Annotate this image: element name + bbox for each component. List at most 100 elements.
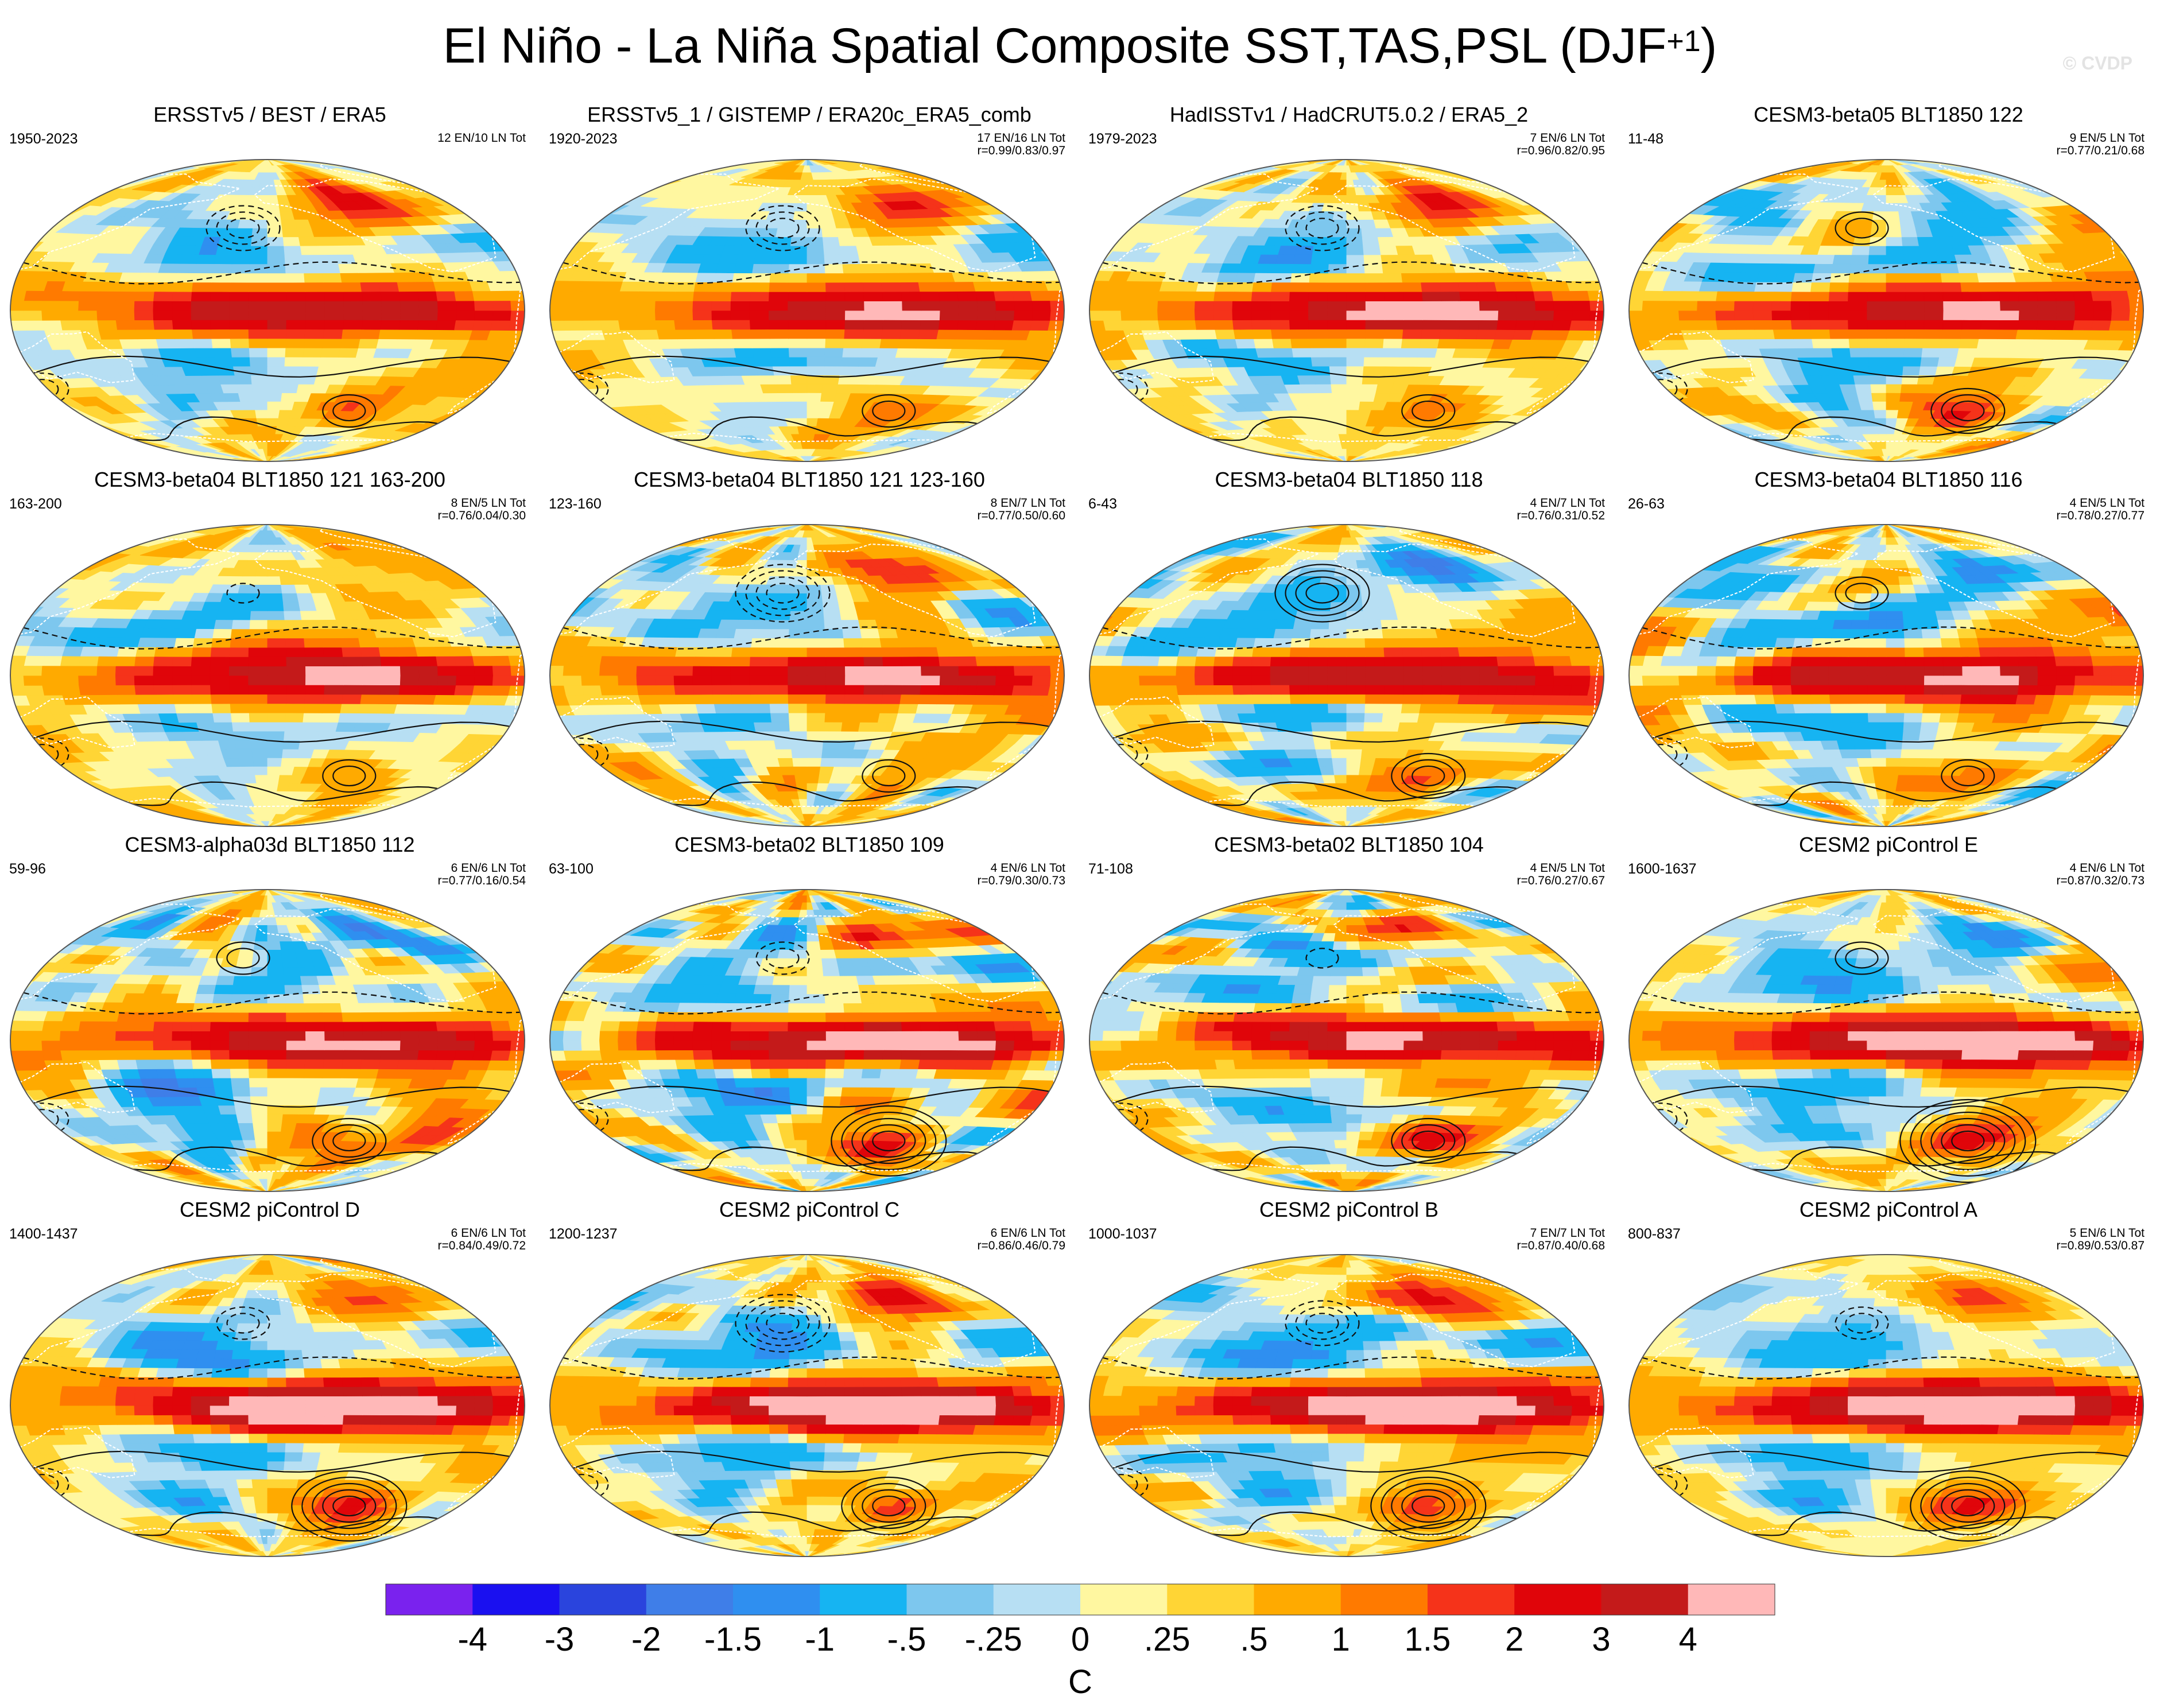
colorbar-swatch [1514,1584,1601,1615]
panel-stats: 9 EN/5 LN Tot r=0.77/0.21/0.68 [2056,132,2145,157]
map-border [1089,889,1604,1192]
composite-map [1628,159,2144,462]
colorbar-swatch [386,1584,473,1615]
panel-stats: 7 EN/7 LN Tot r=0.87/0.40/0.68 [1517,1227,1605,1252]
event-count: 4 EN/5 LN Tot [1517,862,1605,875]
map-border [1089,1254,1604,1557]
event-count: 8 EN/7 LN Tot [977,497,1065,510]
colorbar-swatch [1254,1584,1341,1615]
panel-stats: 6 EN/6 LN Tot r=0.86/0.46/0.79 [977,1227,1065,1252]
colorbar-swatch [1340,1584,1428,1615]
pattern-correlation: r=0.99/0.83/0.97 [977,145,1065,157]
pattern-correlation: r=0.78/0.27/0.77 [2056,510,2145,522]
event-count: 4 EN/5 LN Tot [2056,497,2145,510]
colorbar: -4 -3 -2 -1.5 -1 -.5 -.25 0 .25 .5 1 1.5 2 3 4 C [385,1583,1775,1701]
colorbar-swatch [646,1584,734,1615]
map-panel-pic-d: CESM2 piControl D 1400-1437 6 EN/6 LN Tot r… [0,1198,540,1566]
panel-years: 1000-1037 [1088,1226,1157,1243]
map-panel-b02-104: CESM3-beta02 BLT1850 104 71-108 4 EN/5 LN … [1079,833,1619,1201]
map-panel-hadisst: HadISSTv1 / HadCRUT5.0.2 / ERA5_2 1979-20… [1079,103,1619,471]
panel-years: 26-63 [1628,496,1665,513]
composite-map [549,1254,1065,1557]
colorbar-swatch [1167,1584,1254,1615]
colorbar-tick-label: -.5 [887,1621,926,1658]
event-count: 7 EN/6 LN Tot [1517,132,1605,145]
composite-map [549,159,1065,462]
composite-map [1089,889,1604,1192]
sst-field [1629,160,2143,461]
composite-map [10,159,525,462]
composite-map [1628,1254,2144,1557]
panel-years: 6-43 [1088,496,1117,513]
pattern-correlation: r=0.87/0.40/0.68 [1517,1240,1605,1252]
panel-stats: 17 EN/16 LN Tot r=0.99/0.83/0.97 [977,132,1065,157]
map-panel-b02-109: CESM3-beta02 BLT1850 109 63-100 4 EN/6 LN … [540,833,1079,1201]
panel-title: CESM3-beta04 BLT1850 116 [1619,468,2158,491]
colorbar-frame [385,1583,1775,1616]
map-border [549,159,1065,462]
panel-title: CESM3-beta04 BLT1850 121 123-160 [540,468,1079,491]
map-panel-pic-b: CESM2 piControl B 1000-1037 7 EN/7 LN Tot r… [1079,1198,1619,1566]
panel-title: CESM3-beta04 BLT1850 118 [1079,468,1619,491]
sst-field [1629,890,2143,1191]
map-panel-b04-121a: CESM3-beta04 BLT1850 121 163-200 163-200 8… [0,468,540,836]
panel-title: CESM2 piControl B [1079,1198,1619,1221]
colorbar-swatch [1080,1584,1168,1615]
map-panel-b04-118: CESM3-beta04 BLT1850 118 6-43 4 EN/7 LN To… [1079,468,1619,836]
panel-years: 1200-1237 [549,1226,618,1243]
sst-field [10,160,525,461]
sst-field [550,525,1064,826]
colorbar-tick-label: -.25 [965,1621,1022,1658]
event-count: 12 EN/10 LN Tot [437,132,526,145]
sst-field [10,890,525,1191]
composite-map [1089,524,1604,827]
panel-stats: 8 EN/5 LN Tot r=0.76/0.04/0.30 [437,497,526,522]
event-count: 8 EN/5 LN Tot [437,497,526,510]
panel-stats: 4 EN/6 LN Tot r=0.79/0.30/0.73 [977,862,1065,887]
pattern-correlation: r=0.79/0.30/0.73 [977,875,1065,887]
panel-stats: 6 EN/6 LN Tot r=0.77/0.16/0.54 [437,862,526,887]
panel-years: 123-160 [549,496,602,513]
colorbar-tick-label: 3 [1592,1621,1610,1658]
map-border [1628,159,2144,462]
panel-title: CESM3-beta04 BLT1850 121 163-200 [0,468,540,491]
composite-map [1089,159,1604,462]
panel-stats: 4 EN/6 LN Tot r=0.87/0.32/0.73 [2056,862,2145,887]
composite-map [549,889,1065,1192]
panel-years: 59-96 [9,861,46,878]
colorbar-tick-label: 2 [1505,1621,1523,1658]
colorbar-swatch [820,1584,907,1615]
colorbar-swatch [993,1584,1081,1615]
figure-title-text: El Niño - La Niña Spatial Composite SST,… [443,18,1667,73]
map-border [10,1254,525,1557]
map-border [549,1254,1065,1557]
sst-field [550,890,1064,1191]
panel-stats: 4 EN/5 LN Tot r=0.78/0.27/0.77 [2056,497,2145,522]
colorbar-unit: C [1068,1663,1092,1701]
figure-title-close: ) [1701,18,1717,73]
event-count: 4 EN/7 LN Tot [1517,497,1605,510]
colorbar-swatch [1688,1584,1775,1615]
sst-field [1629,1255,2143,1556]
panel-title: CESM2 piControl A [1619,1198,2158,1221]
map-border [1089,524,1604,827]
colorbar-tick-label: 1 [1332,1621,1350,1658]
cvdp-watermark: © CVDP [2063,53,2132,74]
map-panel-b05-122: CESM3-beta05 BLT1850 122 11-48 9 EN/5 LN T… [1619,103,2158,471]
sst-field [1089,1255,1604,1556]
sst-field [1089,525,1604,826]
map-panel-a03d-112: CESM3-alpha03d BLT1850 112 59-96 6 EN/6 LN… [0,833,540,1201]
colorbar-swatch [1428,1584,1515,1615]
colorbar-tick-label: 4 [1679,1621,1697,1658]
event-count: 6 EN/6 LN Tot [437,862,526,875]
map-panel-b04-116: CESM3-beta04 BLT1850 116 26-63 4 EN/5 LN T… [1619,468,2158,836]
panel-years: 1950-2023 [9,131,78,147]
sst-field [1089,890,1604,1191]
event-count: 5 EN/6 LN Tot [2056,1227,2145,1240]
colorbar-swatch [733,1584,820,1615]
panel-title: CESM3-beta02 BLT1850 109 [540,833,1079,856]
composite-map [1628,889,2144,1192]
map-border [1628,1254,2144,1557]
event-count: 17 EN/16 LN Tot [977,132,1065,145]
map-border [10,889,525,1192]
